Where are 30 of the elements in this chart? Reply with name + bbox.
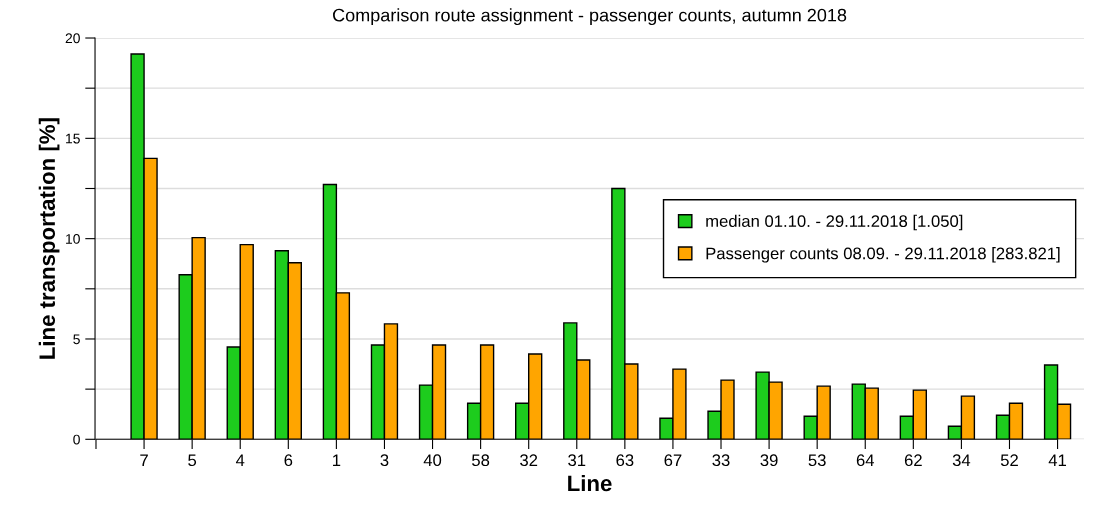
chart-title: Comparison route assignment - passenger counts, autumn 2018 <box>333 8 847 26</box>
x-tick-label: 33 <box>712 454 730 467</box>
x-tick-label: 64 <box>856 454 875 467</box>
y-tick-label: 20 <box>65 33 80 44</box>
x-tick-label: 34 <box>952 454 971 467</box>
legend-label: Passenger counts 08.09. - 29.11.2018 [283.821] <box>706 247 1060 263</box>
x-tick-label: 62 <box>904 454 922 467</box>
x-tick-label: 40 <box>423 454 442 467</box>
x-tick-label: 4 <box>235 454 245 466</box>
x-tick-label: 7 <box>140 454 148 466</box>
x-tick-label: 67 <box>664 454 682 467</box>
x-tick-label: 31 <box>568 454 586 467</box>
x-tick-label: 3 <box>380 454 389 467</box>
x-tick-label: 32 <box>520 454 538 467</box>
y-tick-label: 15 <box>66 133 80 144</box>
x-axis-title: Line <box>568 474 612 492</box>
x-tick-label: 63 <box>616 454 634 467</box>
x-tick-label: 53 <box>808 454 826 467</box>
y-tick-label: 5 <box>73 334 80 345</box>
x-tick-label: 58 <box>472 454 490 467</box>
x-tick-label: 1 <box>333 454 341 466</box>
y-tick-label: 10 <box>66 233 80 244</box>
y-tick-label: 0 <box>73 434 80 445</box>
legend-label: median 01.10. - 29.11.2018 [1.050] <box>706 214 963 231</box>
x-tick-label: 41 <box>1048 454 1067 466</box>
x-tick-label: 39 <box>760 454 778 467</box>
x-tick-label: 6 <box>284 454 293 467</box>
y-axis-title: Line transportation [%] <box>38 118 60 359</box>
x-tick-label: 52 <box>1000 454 1018 467</box>
x-tick-label: 5 <box>188 454 197 467</box>
